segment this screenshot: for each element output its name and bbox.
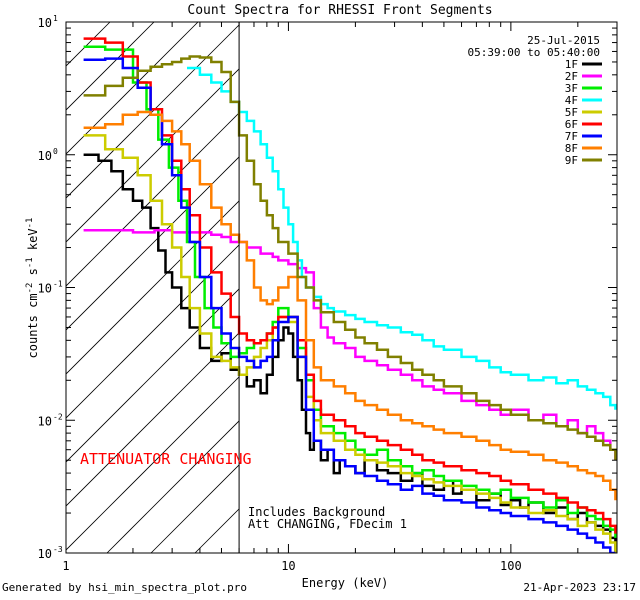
series-2f	[83, 228, 617, 461]
series-7f	[83, 57, 616, 553]
note-line-2: Att CHANGING, FDecim 1	[248, 517, 407, 531]
y-tick-label-exponent: -3	[53, 545, 63, 554]
y-axis-label: counts cm-2 s-1 keV-1	[25, 218, 40, 359]
legend-time-range: 05:39:00 to 05:40:00	[468, 46, 600, 59]
legend-label: 5F	[565, 106, 578, 119]
x-tick-label: 10	[281, 559, 295, 573]
attenuator-label: ATTENUATOR CHANGING	[80, 450, 252, 468]
legend-label: 9F	[565, 154, 578, 167]
footer-generated-by: Generated by hsi_min_spectra_plot.pro	[2, 581, 248, 594]
legend-label: 3F	[565, 82, 578, 95]
attenuator-hatch-region	[0, 22, 640, 553]
hatch-line	[66, 22, 287, 243]
legend-label: 7F	[565, 130, 578, 143]
series-6f	[83, 37, 617, 534]
y-tick-label: 10	[38, 414, 52, 428]
y-tick-label-exponent: 0	[53, 147, 58, 156]
series-5f	[83, 134, 617, 553]
x-tick-label: 100	[500, 559, 522, 573]
hatch-line	[66, 22, 199, 155]
series-layer	[83, 37, 617, 553]
x-axis-label: Energy (keV)	[302, 576, 389, 590]
hatch-mask	[239, 22, 617, 553]
legend-label: 8F	[565, 142, 578, 155]
legend-date: 25-Jul-2015	[527, 34, 600, 47]
series-4f	[187, 66, 617, 410]
series-8f	[83, 110, 617, 501]
y-tick-label: 10	[38, 547, 52, 561]
y-tick-label: 10	[38, 16, 52, 30]
x-tick-label-one: 1	[62, 559, 69, 573]
legend-label: 2F	[565, 70, 578, 83]
legend-label: 1F	[565, 58, 578, 71]
y-tick-label-exponent: -1	[53, 280, 63, 289]
series-9f	[83, 55, 617, 461]
hatch-line	[635, 22, 640, 553]
footer-timestamp: 21-Apr-2023 23:17	[523, 581, 636, 594]
hatch-line	[66, 22, 155, 111]
y-tick-label: 10	[38, 282, 52, 296]
legend-label: 6F	[565, 118, 578, 131]
hatch-line	[0, 22, 22, 553]
y-tick-label-exponent: 1	[53, 14, 58, 23]
note-line-1: Includes Background	[248, 505, 385, 519]
legend-label: 4F	[565, 94, 578, 107]
y-tick-label-exponent: -2	[53, 412, 63, 421]
y-tick-label: 10	[38, 149, 52, 163]
chart-title: Count Spectra for RHESSI Front Segments	[187, 3, 492, 18]
